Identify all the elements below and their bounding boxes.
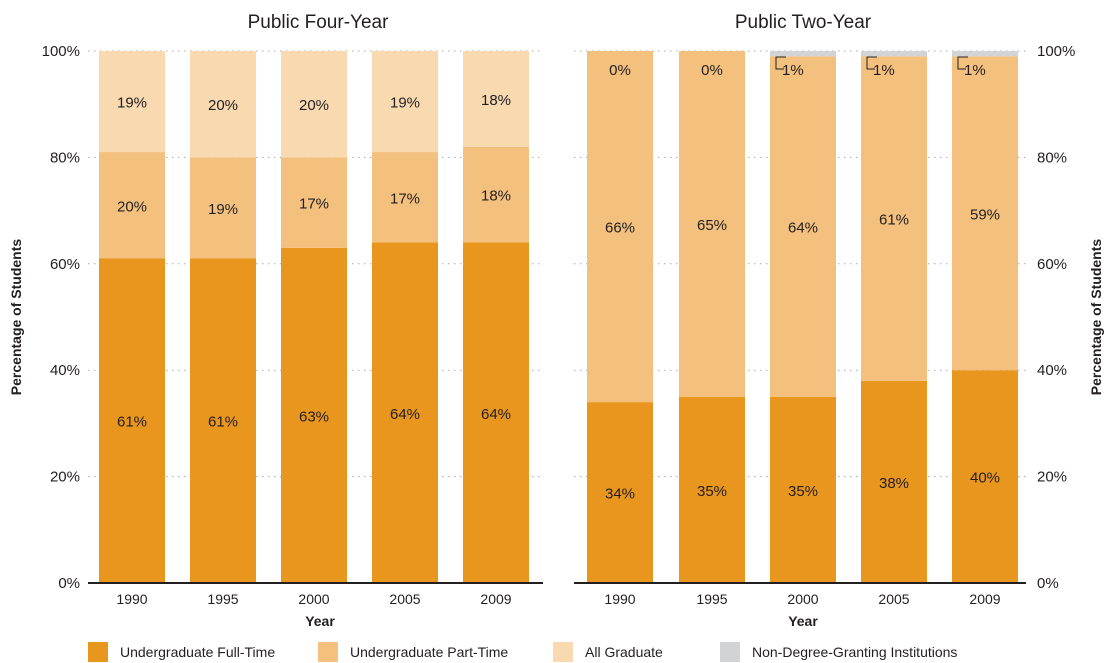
data-label: 35% — [697, 483, 727, 500]
y-tick-label: 80% — [50, 149, 80, 166]
data-label: 19% — [390, 95, 420, 112]
y-axis-title: Percentage of Students — [8, 239, 24, 396]
data-label: 17% — [299, 196, 329, 213]
legend-item: Undergraduate Part-Time — [318, 642, 508, 662]
legend-swatch — [88, 642, 108, 662]
data-label: 0% — [609, 62, 631, 79]
y-tick-label: 40% — [1037, 362, 1067, 379]
data-label: 38% — [879, 475, 909, 492]
legend-label: Undergraduate Full-Time — [120, 644, 275, 660]
bar-segment — [770, 51, 836, 56]
data-label: 19% — [117, 95, 147, 112]
legend-label: Undergraduate Part-Time — [350, 644, 508, 660]
y-tick-label: 0% — [58, 575, 80, 592]
y-axis-title: Percentage of Students — [1088, 239, 1104, 396]
data-label: 65% — [697, 217, 727, 234]
y-tick-label: 60% — [1037, 256, 1067, 273]
data-label: 61% — [879, 212, 909, 229]
legend-label: All Graduate — [585, 644, 663, 660]
data-label: 18% — [481, 92, 511, 109]
y-tick-label: 20% — [1037, 469, 1067, 486]
data-label: 64% — [481, 406, 511, 423]
data-label: 18% — [481, 188, 511, 205]
x-tick-label: 2005 — [878, 591, 909, 607]
x-tick-label: 2005 — [389, 591, 420, 607]
legend-swatch — [318, 642, 338, 662]
x-tick-label: 1995 — [696, 591, 727, 607]
bar-segment — [861, 51, 927, 56]
data-label: 1% — [964, 62, 986, 79]
data-label: 61% — [117, 414, 147, 431]
bar-segment — [952, 51, 1018, 56]
panel-title: Public Four-Year — [248, 12, 389, 33]
y-tick-label: 60% — [50, 256, 80, 273]
y-tick-label: 0% — [1037, 575, 1059, 592]
legend-item: Undergraduate Full-Time — [88, 642, 275, 662]
x-tick-label: 1995 — [207, 591, 238, 607]
x-axis-title: Year — [788, 613, 818, 629]
x-tick-label: 1990 — [604, 591, 635, 607]
x-tick-label: 2000 — [298, 591, 329, 607]
y-tick-label: 100% — [1037, 43, 1075, 60]
x-tick-label: 1990 — [116, 591, 147, 607]
data-label: 63% — [299, 408, 329, 425]
data-label: 40% — [970, 470, 1000, 487]
panel-title: Public Two-Year — [735, 12, 872, 33]
legend: Undergraduate Full-Time Undergraduate Par… — [88, 642, 957, 662]
data-label: 64% — [390, 406, 420, 423]
y-tick-label: 40% — [50, 362, 80, 379]
data-label: 20% — [117, 198, 147, 215]
data-label: 61% — [208, 414, 238, 431]
panel-public-two-year: Public Two-Year Year Percentage of Stude… — [574, 12, 1104, 629]
x-tick-label: 2009 — [969, 591, 1000, 607]
legend-item: All Graduate — [553, 642, 663, 662]
y-tick-label: 20% — [50, 469, 80, 486]
data-label: 59% — [970, 206, 1000, 223]
data-label: 0% — [701, 62, 723, 79]
x-tick-label: 2000 — [787, 591, 818, 607]
legend-label: Non-Degree-Granting Institutions — [752, 644, 957, 660]
x-axis-title: Year — [305, 613, 335, 629]
data-label: 17% — [390, 190, 420, 207]
legend-swatch — [720, 642, 740, 662]
data-label: 35% — [788, 483, 818, 500]
legend-swatch — [553, 642, 573, 662]
y-tick-label: 80% — [1037, 149, 1067, 166]
legend-item: Non-Degree-Granting Institutions — [720, 642, 957, 662]
data-label: 19% — [208, 201, 238, 218]
panel-public-four-year: Public Four-Year Year Percentage of Stud… — [8, 12, 543, 629]
data-label: 20% — [208, 97, 238, 114]
data-label: 1% — [873, 62, 895, 79]
x-tick-label: 2009 — [480, 591, 511, 607]
data-label: 64% — [788, 220, 818, 237]
data-label: 66% — [605, 220, 635, 237]
data-label: 34% — [605, 486, 635, 503]
data-label: 20% — [299, 97, 329, 114]
y-tick-label: 100% — [42, 43, 80, 60]
data-label: 1% — [782, 62, 804, 79]
